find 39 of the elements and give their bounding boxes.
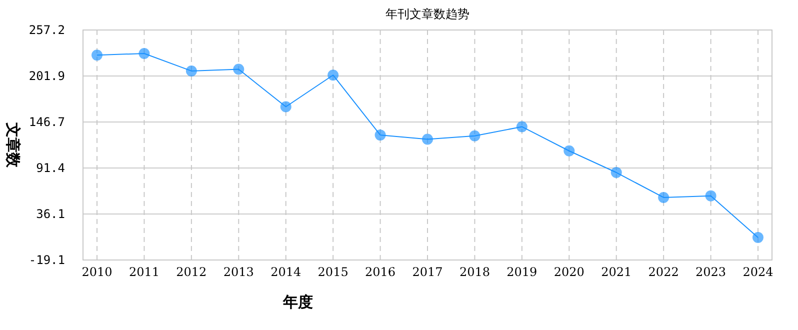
y-axis-title: 文章数 <box>4 122 22 168</box>
point <box>705 190 716 202</box>
x-tick-label: 2016 <box>365 265 396 279</box>
x-tick-label: 2022 <box>648 265 679 279</box>
point <box>422 134 433 145</box>
y-tick-label: 201.9 <box>28 69 65 84</box>
x-tick-label: 2019 <box>506 265 538 279</box>
point <box>233 64 244 75</box>
chart-title: 年刊文章数趋势 <box>386 7 470 21</box>
x-tick-label: 2018 <box>459 265 490 279</box>
x-tick-label: 2020 <box>554 265 584 279</box>
x-tick-label: 2010 <box>82 265 112 279</box>
x-tick-label: 2017 <box>412 265 443 279</box>
x-axis-title: 年度 <box>282 293 313 311</box>
y-tick-label: 91.4 <box>36 161 65 176</box>
point <box>280 101 292 112</box>
point <box>752 232 764 243</box>
point <box>610 167 622 178</box>
x-tick-label: 2012 <box>176 265 207 279</box>
x-tick-label: 2011 <box>128 265 160 279</box>
x-tick-label: 2023 <box>696 265 726 279</box>
point <box>92 50 102 61</box>
y-tick-label: 146.7 <box>28 114 65 129</box>
point <box>374 130 386 141</box>
y-tick-label: 257.2 <box>28 23 65 37</box>
x-tick-label: 2015 <box>318 265 348 279</box>
x-tick-label: 2024 <box>742 265 774 279</box>
x-tick-label: 2021 <box>601 265 632 279</box>
point <box>469 130 480 142</box>
y-tick-label: 36.1 <box>36 207 65 222</box>
point <box>138 48 150 59</box>
point <box>516 121 528 132</box>
point <box>658 192 670 203</box>
point <box>564 145 575 156</box>
point <box>186 65 197 76</box>
point <box>328 70 339 81</box>
x-tick-label: 2013 <box>223 265 254 279</box>
x-tick-label: 2014 <box>270 265 302 279</box>
y-tick-label: -19.1 <box>28 253 65 267</box>
